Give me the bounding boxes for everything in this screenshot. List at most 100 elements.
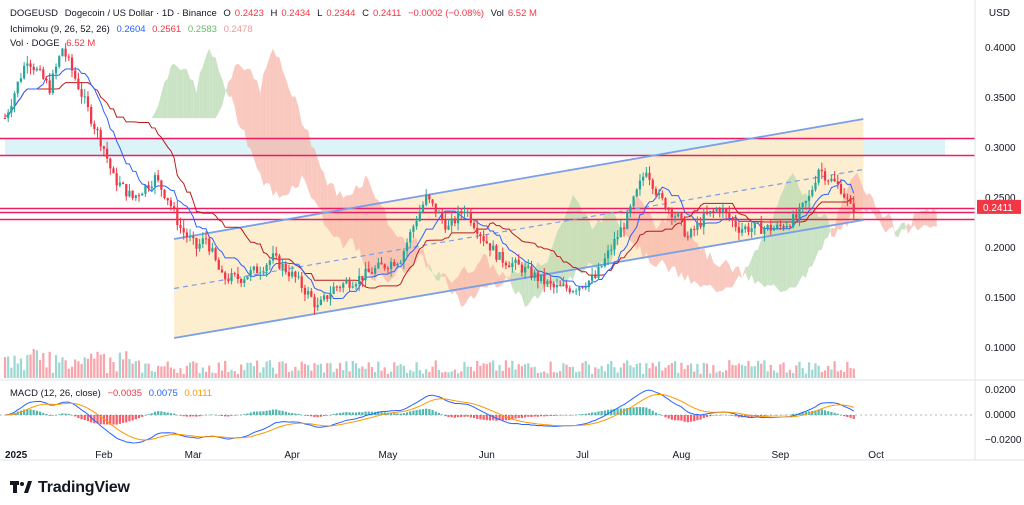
candle-body (450, 218, 453, 226)
volume-bar (734, 365, 737, 378)
volume-bar (562, 363, 565, 378)
candle-body (702, 212, 705, 227)
volume-bar (137, 360, 141, 378)
volume-bar (345, 361, 348, 378)
volume-bar (760, 363, 763, 378)
volume-bar (680, 362, 683, 378)
macd-histogram-bar (629, 407, 632, 415)
x-tick-label: Jul (576, 450, 589, 461)
volume-bar (460, 371, 463, 378)
candle-body (118, 182, 121, 186)
candle-body (147, 185, 150, 189)
macd-tick-label: 0.0200 (985, 385, 1016, 396)
volume-bar (10, 367, 13, 378)
candle-body (233, 273, 236, 275)
macd-histogram-bar (539, 415, 543, 417)
ichimoku-cloud-segment (202, 56, 207, 119)
ichimoku-cloud-segment (432, 272, 436, 280)
candle-body (804, 200, 808, 204)
macd-label: MACD (12, 26, close) (10, 388, 101, 399)
volume-bar (265, 361, 268, 378)
candle-body (131, 190, 134, 199)
ichimoku-cloud-segment (490, 263, 494, 284)
candle-body (208, 238, 211, 252)
candle-body (635, 189, 638, 197)
candle-body (718, 209, 721, 213)
macd-histogram-bar (657, 414, 661, 415)
ichimoku-cloud-segment (748, 258, 752, 282)
candle-body (70, 57, 74, 71)
candle-body (530, 266, 533, 278)
volume-bar (539, 372, 543, 378)
macd-histogram-bar (172, 413, 176, 415)
ichimoku-cloud-segment (703, 245, 707, 286)
ichimoku-cloud-segment (895, 228, 899, 238)
macd-histogram-bar (731, 415, 734, 416)
candle-body (523, 266, 527, 273)
ichimoku-cloud-segment (700, 245, 704, 288)
macd-histogram-bar (38, 411, 42, 415)
macd-histogram-bar (275, 409, 278, 415)
ichimoku-cloud-segment (917, 210, 921, 231)
volume-bar (839, 370, 843, 378)
header-legend: DOGEUSD Dogecoin / US Dollar · 1D · Bina… (10, 8, 541, 19)
macd-histogram-bar (463, 415, 466, 417)
macd-histogram-bar (728, 415, 731, 416)
volume-bar (303, 364, 307, 378)
macd-histogram-bar (654, 412, 658, 415)
ichimoku-cloud-segment (327, 182, 331, 233)
candle-body (58, 56, 61, 67)
ichimoku-cloud-segment (180, 68, 184, 119)
volume-bar (696, 363, 699, 378)
ichimoku-kijun-line (4, 82, 854, 289)
macd-histogram-bar (744, 415, 747, 418)
ichimoku-cloud-segment (477, 260, 481, 294)
ohlc-low: 0.2344 (326, 8, 356, 19)
volume-bar (731, 364, 734, 378)
candle-body (64, 48, 67, 57)
ichimoku-cloud-segment (170, 63, 175, 119)
macd-histogram-bar (667, 415, 670, 419)
candle-body (389, 261, 393, 270)
volume-bar (559, 371, 562, 378)
volume-bar (329, 363, 332, 378)
ichimoku-cloud-segment (729, 264, 733, 288)
macd-histogram-bar (533, 415, 536, 417)
macd-histogram-bar (696, 415, 699, 421)
vol-label: Vol (490, 8, 504, 19)
macd-histogram-bar (772, 415, 776, 416)
macd-histogram-bar (552, 415, 555, 416)
candle-body (444, 219, 447, 230)
candle-body (278, 255, 281, 269)
ichimoku-cloud-segment (579, 203, 583, 274)
candle-body (747, 226, 750, 232)
ichimoku-cloud-segment (470, 271, 475, 300)
volume-bar (370, 366, 374, 378)
macd-histogram-bar (32, 410, 35, 415)
macd-histogram-bar (597, 411, 600, 415)
candle-body (511, 262, 514, 268)
volume-bar (195, 362, 198, 378)
volume-bar (782, 362, 785, 378)
ichimoku-cloud-segment (687, 233, 692, 285)
volume-bar (772, 370, 776, 378)
volume-bar (587, 364, 591, 378)
ichimoku-cloud-segment (777, 196, 781, 293)
candle-body (632, 196, 635, 207)
ichimoku-cloud-segment (234, 63, 238, 124)
volume-bar (380, 370, 383, 378)
volume-bar (661, 370, 664, 378)
volume-bar (45, 367, 48, 378)
macd-histogram-bar (358, 412, 361, 415)
candle-body (13, 93, 16, 106)
ichimoku-cloud-segment (815, 209, 819, 259)
macd-histogram-bar (128, 415, 131, 422)
volume-bar (718, 370, 721, 378)
ichimoku-cloud-segment (572, 194, 577, 281)
candle-body (249, 270, 252, 277)
volume-bar (721, 372, 725, 378)
macd-histogram-bar (693, 415, 696, 422)
volume-bar (453, 369, 457, 378)
macd-histogram-bar (709, 415, 712, 417)
